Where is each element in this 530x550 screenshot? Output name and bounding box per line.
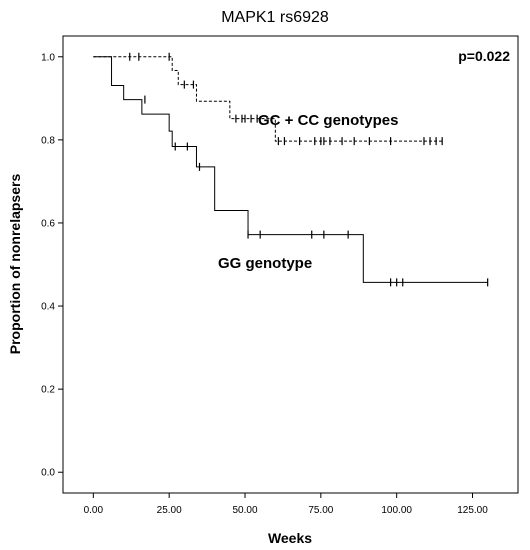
y-tick-label: 0.2 <box>41 385 55 396</box>
p-value-annotation: p=0.022 <box>458 48 510 64</box>
series-label-gg: GG genotype <box>218 255 312 272</box>
y-tick-label: 0.6 <box>41 218 55 229</box>
series-label-gc-cc: GC + CC genotypes <box>258 112 398 129</box>
x-tick-label: 125.00 <box>457 505 488 516</box>
x-axis-title: Weeks <box>268 530 312 546</box>
chart-title: MAPK1 rs6928 <box>221 9 329 26</box>
plot-frame <box>62 35 519 494</box>
x-tick-label: 50.00 <box>232 505 257 516</box>
y-tick-label: 0.4 <box>41 302 55 313</box>
series-layer <box>93 52 489 287</box>
x-axis: 0.00 25.00 50.00 75.00 100.00 125.00 <box>84 493 488 516</box>
survival-curve <box>93 56 443 142</box>
x-tick-label: 75.00 <box>308 505 333 516</box>
series-gc-cc <box>93 52 443 146</box>
x-tick-label: 25.00 <box>157 505 182 516</box>
y-tick-label: 1.0 <box>41 52 55 63</box>
y-tick-label: 0.8 <box>41 135 55 146</box>
y-tick-label: 0.0 <box>41 468 55 479</box>
y-axis: 0.0 0.2 0.4 0.6 0.8 1.0 <box>41 52 63 479</box>
y-axis-title: Proportion of nonrelapsers <box>7 174 23 355</box>
series-gg <box>93 56 489 287</box>
x-tick-label: 100.00 <box>381 505 412 516</box>
x-tick-label: 0.00 <box>84 505 104 516</box>
survival-curve <box>93 56 488 283</box>
